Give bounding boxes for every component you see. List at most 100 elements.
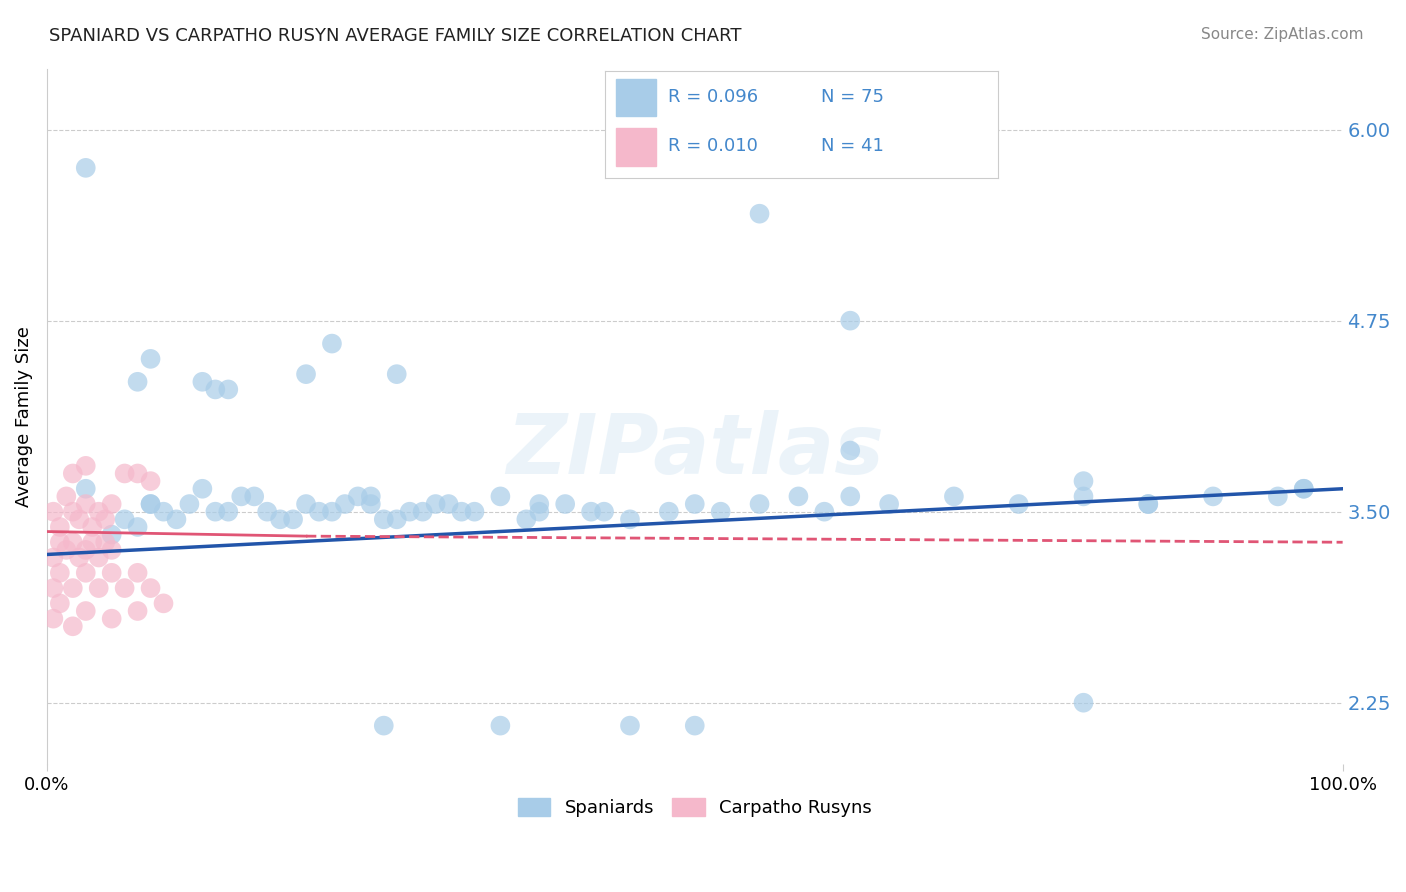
Point <box>683 718 706 732</box>
Point <box>139 497 162 511</box>
Text: N = 75: N = 75 <box>821 88 884 106</box>
Point <box>100 566 122 580</box>
Point <box>217 383 239 397</box>
Point <box>360 490 382 504</box>
Point <box>127 467 149 481</box>
Point <box>62 581 84 595</box>
Point <box>49 596 72 610</box>
Point <box>385 367 408 381</box>
Text: R = 0.096: R = 0.096 <box>668 88 758 106</box>
Point <box>62 619 84 633</box>
Point <box>1073 696 1095 710</box>
Text: R = 0.010: R = 0.010 <box>668 137 758 155</box>
Point <box>100 527 122 541</box>
Point <box>425 497 447 511</box>
Point <box>87 550 110 565</box>
Point <box>710 505 733 519</box>
Point <box>127 604 149 618</box>
Text: SPANIARD VS CARPATHO RUSYN AVERAGE FAMILY SIZE CORRELATION CHART: SPANIARD VS CARPATHO RUSYN AVERAGE FAMIL… <box>49 27 742 45</box>
Point <box>373 512 395 526</box>
Point <box>62 505 84 519</box>
Bar <box>616 128 655 166</box>
Point <box>529 497 551 511</box>
Point <box>683 497 706 511</box>
Bar <box>616 78 655 116</box>
Point <box>87 581 110 595</box>
Point <box>42 550 65 565</box>
Point <box>114 581 136 595</box>
Point <box>321 336 343 351</box>
Point <box>75 542 97 557</box>
Point <box>489 490 512 504</box>
Point <box>139 581 162 595</box>
Point <box>360 497 382 511</box>
Point <box>1137 497 1160 511</box>
Point <box>139 351 162 366</box>
Point <box>529 505 551 519</box>
Text: Source: ZipAtlas.com: Source: ZipAtlas.com <box>1201 27 1364 42</box>
Point <box>75 161 97 175</box>
Point <box>450 505 472 519</box>
Point <box>256 505 278 519</box>
Point <box>100 612 122 626</box>
Point <box>114 512 136 526</box>
Point <box>100 542 122 557</box>
Point <box>489 718 512 732</box>
Point <box>515 512 537 526</box>
Point <box>67 512 90 526</box>
Point <box>593 505 616 519</box>
Point <box>579 505 602 519</box>
Point <box>82 520 104 534</box>
Point <box>42 581 65 595</box>
Text: N = 41: N = 41 <box>821 137 884 155</box>
Point <box>554 497 576 511</box>
Point <box>139 497 162 511</box>
Point <box>62 467 84 481</box>
Point <box>49 520 72 534</box>
Point <box>42 612 65 626</box>
Point <box>94 512 117 526</box>
Point <box>67 550 90 565</box>
Point <box>127 375 149 389</box>
Point <box>748 207 770 221</box>
Point <box>55 490 77 504</box>
Point <box>204 383 226 397</box>
Point <box>82 535 104 549</box>
Point <box>877 497 900 511</box>
Point <box>62 535 84 549</box>
Point <box>1137 497 1160 511</box>
Legend: Spaniards, Carpatho Rusyns: Spaniards, Carpatho Rusyns <box>510 790 879 824</box>
Point <box>1292 482 1315 496</box>
Point <box>942 490 965 504</box>
Point <box>179 497 201 511</box>
Point <box>217 505 239 519</box>
Point <box>295 497 318 511</box>
Point <box>166 512 188 526</box>
Point <box>1292 482 1315 496</box>
Point <box>787 490 810 504</box>
Point <box>42 505 65 519</box>
Point <box>55 542 77 557</box>
Point <box>204 505 226 519</box>
Point <box>100 497 122 511</box>
Point <box>191 482 214 496</box>
Point <box>373 718 395 732</box>
Point <box>152 505 174 519</box>
Text: ZIPatlas: ZIPatlas <box>506 410 884 491</box>
Point <box>1073 474 1095 488</box>
Point <box>398 505 420 519</box>
Point <box>114 467 136 481</box>
Point <box>385 512 408 526</box>
Point <box>94 535 117 549</box>
Point <box>1073 490 1095 504</box>
Point <box>619 718 641 732</box>
Point <box>127 566 149 580</box>
Point <box>75 497 97 511</box>
Point <box>1008 497 1031 511</box>
Point <box>295 367 318 381</box>
Point <box>813 505 835 519</box>
Point <box>75 604 97 618</box>
Point <box>231 490 253 504</box>
Point <box>1267 490 1289 504</box>
Point <box>412 505 434 519</box>
